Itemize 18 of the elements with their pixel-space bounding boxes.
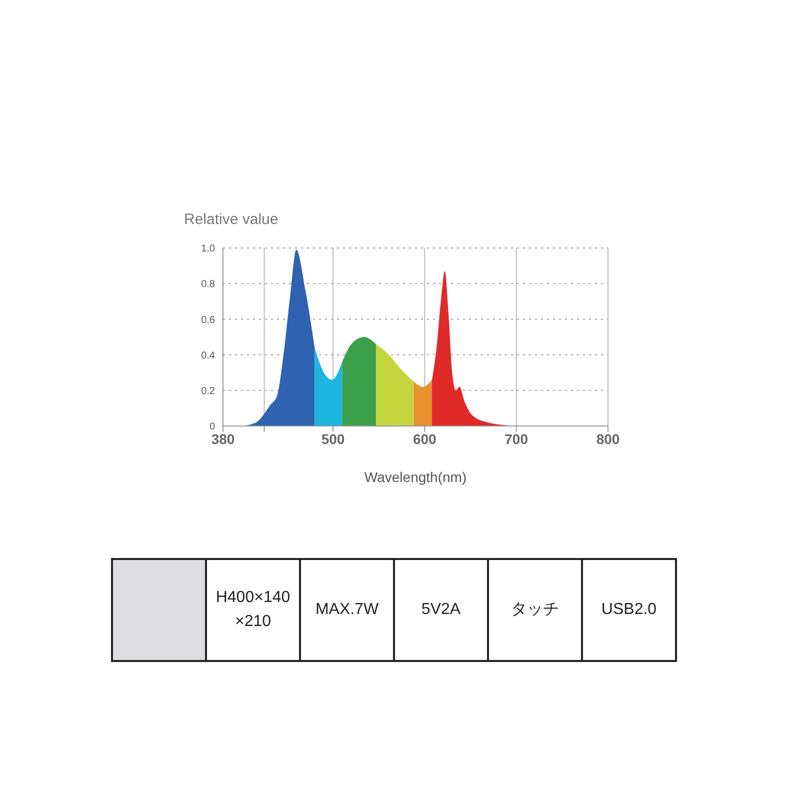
text: H400×140×210 bbox=[205, 560, 299, 660]
y-tick-label: 0.2 bbox=[201, 386, 216, 397]
x-tick-label: 500 bbox=[321, 430, 345, 447]
x-tick-label: 800 bbox=[596, 430, 620, 447]
y-tick-label: 0.8 bbox=[201, 279, 216, 290]
y-tick-label: 1.0 bbox=[201, 244, 216, 255]
x-tick-label: 700 bbox=[504, 430, 528, 447]
y-tick-label: 0.6 bbox=[201, 314, 216, 326]
x-tick-label: 600 bbox=[412, 430, 437, 447]
text: MAX.7W bbox=[299, 560, 393, 660]
y-tick-label: 0.4 bbox=[201, 350, 216, 362]
text: タッチ bbox=[487, 560, 581, 660]
x-tick-label: 380 bbox=[211, 430, 235, 447]
text: 5V2A bbox=[393, 560, 487, 660]
text: USB2.0 bbox=[581, 560, 675, 660]
y-axis-title: Relative value bbox=[184, 211, 278, 228]
y-tick-label: 0 bbox=[209, 422, 216, 433]
x-axis-title: Wavelength(nm) bbox=[364, 469, 467, 485]
